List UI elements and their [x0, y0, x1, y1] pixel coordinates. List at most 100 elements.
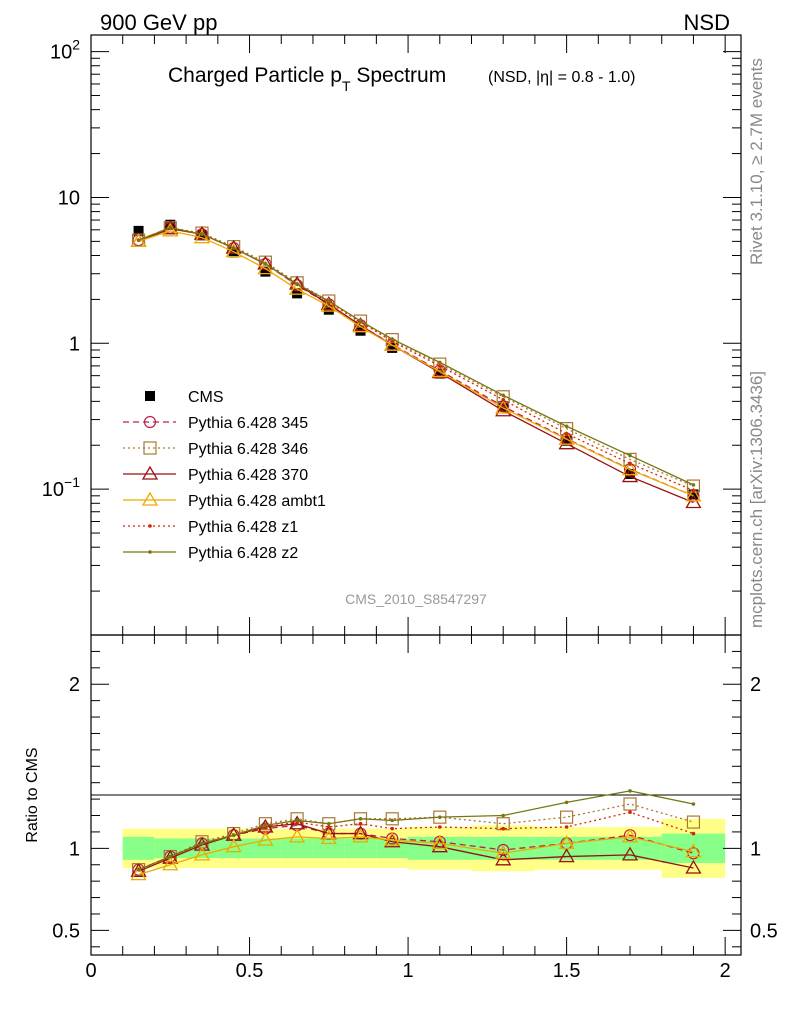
- main-point-pythia-6-428-z2: [200, 232, 204, 236]
- main-point-cms: [561, 435, 572, 446]
- chart-title-tail: Spectrum: [351, 64, 447, 87]
- legend-item-pythia-6-428-345: Pythia 6.428 345: [123, 415, 308, 432]
- ratio-point-pythia-6-428-z1: [390, 826, 395, 831]
- main-point-pythia-6-428-z2: [437, 360, 442, 365]
- ratio-point-pythia-6-428-z2: [295, 818, 299, 823]
- ratio-point-pythia-6-428-z1: [691, 831, 696, 836]
- main-point-pythia-6-428-z1: [628, 461, 632, 466]
- ratio-stat-band: [312, 838, 345, 859]
- main-series-pythia-6-428-z2: [136, 225, 696, 487]
- main-point-pythia-6-428-z1: [437, 364, 442, 368]
- legend-item-pythia-6-428-346: Pythia 6.428 346: [123, 441, 308, 458]
- main-point-pythia-6-428-ambt1: [352, 318, 369, 333]
- ratio-y-tick-label-right: 2: [750, 674, 761, 696]
- rivet-version-label: Rivet 3.1.10, ≥ 2.7M events: [747, 58, 766, 265]
- main-point-pythia-6-428-z2: [168, 225, 173, 230]
- main-line-pythia-6-428-z2: [138, 227, 694, 486]
- legend-label: Pythia 6.428 ambt1: [188, 493, 326, 510]
- ratio-point-pythia-6-428-370: [352, 825, 369, 840]
- ratio-point-pythia-6-428-370: [558, 848, 575, 863]
- main-point-pythia-6-428-370: [621, 468, 639, 483]
- ratio-y-axis-label: Ratio to CMS: [24, 747, 41, 842]
- ratio-stat-band: [376, 838, 409, 859]
- ratio-point-pythia-6-428-370: [130, 863, 147, 877]
- ratio-y-tick-label-right: 0.5: [750, 920, 778, 942]
- legend-label: CMS: [188, 389, 224, 406]
- ratio-point-pythia-6-428-370: [621, 846, 639, 861]
- ratio-point-pythia-6-428-z2: [691, 802, 696, 806]
- ratio-point-pythia-6-428-346: [290, 812, 304, 826]
- main-point-pythia-6-428-ambt1: [130, 233, 147, 248]
- ratio-panel: 0 0.5 1 1.5 20.5 0.51 12 2 Ratio to CMS: [24, 634, 778, 982]
- main-y-tick-label: 10−1: [42, 474, 80, 501]
- ratio-point-pythia-6-428-346: [686, 815, 701, 829]
- main-point-pythia-6-428-z1: [691, 488, 696, 493]
- ratio-point-pythia-6-428-ambt1: [431, 835, 448, 850]
- main-point-cms: [434, 368, 445, 379]
- main-point-cms: [625, 469, 636, 480]
- ratio-point-pythia-6-428-z2: [390, 818, 395, 823]
- ratio-point-pythia-6-428-ambt1: [320, 830, 337, 845]
- main-point-pythia-6-428-ambt1: [431, 363, 448, 378]
- main-point-pythia-6-428-z2: [263, 262, 268, 266]
- legend-marker: [141, 491, 159, 506]
- ratio-point-pythia-6-428-z1: [564, 825, 569, 829]
- main-y-tick-label: 10: [58, 187, 80, 209]
- main-point-pythia-6-428-370: [162, 220, 179, 235]
- ratio-point-pythia-6-428-ambt1: [558, 835, 575, 850]
- ratio-point-pythia-6-428-z2: [628, 789, 632, 793]
- legend: CMS Pythia 6.428 345 Pythia 6.428 346 Pythi…: [123, 389, 326, 562]
- ratio-stat-band: [344, 838, 377, 859]
- legend-marker: [143, 415, 157, 429]
- legend-label: Pythia 6.428 z2: [188, 545, 298, 562]
- legend-marker: [148, 550, 152, 554]
- ratio-point-pythia-6-428-346: [258, 817, 272, 831]
- ratio-x-tick-label: 0.5: [236, 960, 264, 982]
- ratio-line-pythia-6-428-z2: [138, 790, 694, 871]
- legend-marker: [145, 391, 155, 401]
- main-point-pythia-6-428-z2: [136, 238, 141, 242]
- ratio-point-pythia-6-428-370: [685, 859, 702, 874]
- ratio-frame: [90, 634, 742, 956]
- ratio-point-pythia-6-428-370: [193, 836, 211, 851]
- chart-subtitle: (NSD, |η| = 0.8 - 1.0): [488, 69, 635, 86]
- ratio-point-pythia-6-428-z1: [358, 821, 363, 826]
- ratio-x-tick-label: 1: [403, 960, 414, 982]
- legend-item-pythia-6-428-z2: Pythia 6.428 z2: [123, 545, 298, 562]
- ratio-point-pythia-6-428-ambt1: [130, 866, 147, 881]
- ratio-x-tick-label: 1.5: [553, 960, 581, 982]
- header-left-label: 900 GeV pp: [100, 10, 217, 35]
- ratio-point-pythia-6-428-ambt1: [495, 844, 512, 859]
- main-point-pythia-6-428-ambt1: [558, 430, 575, 445]
- ratio-stat-band: [471, 836, 535, 860]
- legend-item-pythia-6-428-ambt1: Pythia 6.428 ambt1: [123, 491, 326, 510]
- main-point-pythia-6-428-346: [623, 452, 637, 466]
- ratio-stat-band: [249, 838, 282, 859]
- main-line-pythia-6-428-370: [138, 228, 694, 504]
- ratio-point-pythia-6-428-346: [385, 812, 399, 826]
- ratio-point-pythia-6-428-ambt1: [352, 828, 369, 843]
- ratio-point-pythia-6-428-z2: [327, 821, 331, 826]
- ratio-series-layer: [130, 789, 702, 881]
- main-point-pythia-6-428-z2: [628, 453, 632, 458]
- main-point-pythia-6-428-z2: [231, 246, 236, 250]
- ratio-point-pythia-6-428-ambt1: [193, 846, 211, 861]
- ratio-point-pythia-6-428-ambt1: [257, 831, 274, 846]
- ratio-x-tick-label: 2: [720, 960, 731, 982]
- main-point-pythia-6-428-z2: [564, 424, 569, 429]
- ratio-stat-band: [281, 838, 313, 859]
- ratio-point-pythia-6-428-ambt1: [162, 856, 179, 871]
- ratio-line-pythia-6-428-z1: [138, 811, 694, 871]
- main-point-pythia-6-428-ambt1: [257, 260, 274, 275]
- legend-label: Pythia 6.428 346: [188, 441, 308, 458]
- legend-label: Pythia 6.428 z1: [188, 519, 298, 536]
- mcplots-label: mcplots.cern.ch [arXiv:1306.3436]: [747, 371, 766, 628]
- ratio-point-pythia-6-428-z2: [358, 816, 363, 821]
- main-point-pythia-6-428-370: [685, 494, 702, 509]
- ratio-point-pythia-6-428-346: [560, 810, 574, 824]
- main-point-pythia-6-428-ambt1: [225, 243, 242, 258]
- legend-item-pythia-6-428-z1: Pythia 6.428 z1: [123, 519, 298, 536]
- ratio-point-pythia-6-428-z1: [327, 825, 331, 829]
- ratio-series-pythia-6-428-ambt1: [130, 828, 702, 881]
